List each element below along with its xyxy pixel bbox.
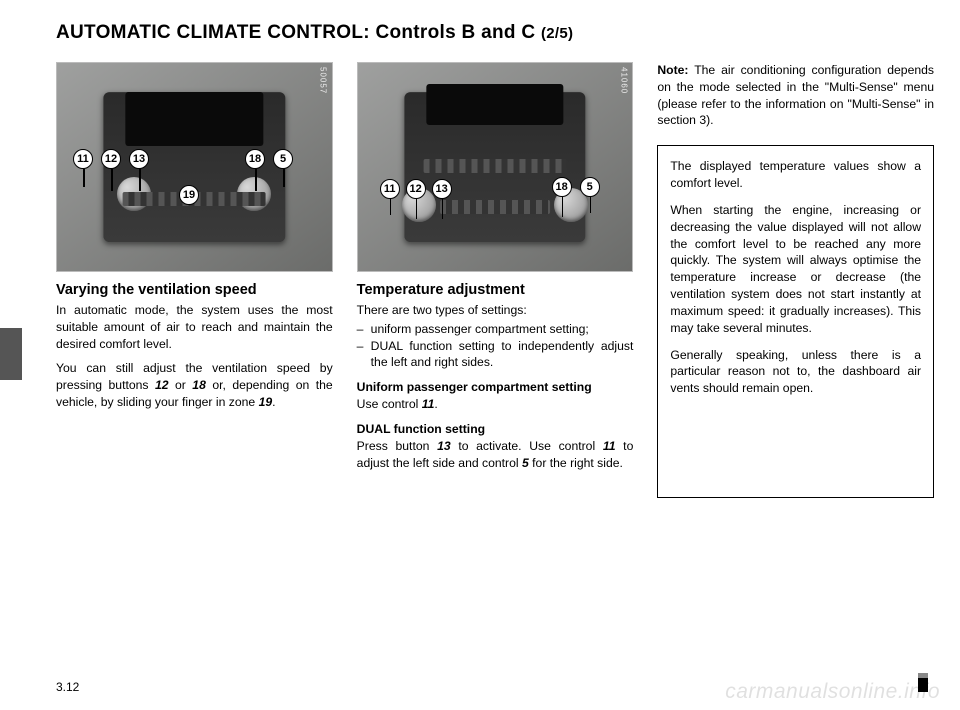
leader — [255, 169, 257, 191]
callout-12: 12 — [406, 179, 426, 199]
figure-right: 41060 11 12 13 18 5 — [357, 62, 634, 272]
infotainment-screen — [426, 84, 563, 126]
button-row — [440, 200, 550, 214]
leader — [562, 197, 564, 217]
note-label: Note: — [657, 63, 688, 77]
callout-13: 13 — [129, 149, 149, 169]
callout-13: 13 — [432, 179, 452, 199]
info-box: The displayed temperature values show a … — [657, 145, 934, 498]
leader — [83, 169, 85, 187]
title-main: AUTOMATIC CLIMATE CONTROL: Controls B an… — [56, 22, 541, 43]
list-item: uniform passenger compartment setting; — [357, 321, 634, 338]
paragraph: There are two types of settings: — [357, 302, 634, 319]
figure-left: 50057 11 12 13 18 5 19 — [56, 62, 333, 272]
title-sub: (2/5) — [541, 25, 573, 42]
paragraph: In automatic mode, the system uses the m… — [56, 302, 333, 352]
callout-11: 11 — [380, 179, 400, 199]
subheading-dual: DUAL function setting — [357, 421, 634, 438]
section-tab — [0, 328, 22, 380]
section-heading-temperature: Temperature adjustment — [357, 282, 634, 298]
leader — [590, 197, 592, 213]
paragraph: When starting the engine, increasing or … — [670, 202, 921, 337]
page-title: AUTOMATIC CLIMATE CONTROL: Controls B an… — [56, 22, 934, 44]
subheading-uniform: Uniform passenger compartment setting — [357, 379, 634, 396]
callout-5: 5 — [580, 177, 600, 197]
columns: 50057 11 12 13 18 5 19 Varying the venti… — [56, 62, 934, 498]
note-paragraph: Note: The air conditioning configuration… — [657, 62, 934, 129]
page-number: 3.12 — [56, 680, 79, 694]
leader — [283, 169, 285, 187]
paragraph: The displayed temperature values show a … — [670, 158, 921, 192]
callout-11: 11 — [73, 149, 93, 169]
watermark: carmanualsonline.info — [725, 680, 940, 704]
leader — [139, 169, 141, 191]
infotainment-screen — [126, 92, 263, 146]
paragraph: You can still adjust the ventilation spe… — [56, 360, 333, 410]
leader — [111, 169, 113, 191]
leader — [390, 199, 392, 215]
callout-18: 18 — [552, 177, 572, 197]
callout-5: 5 — [273, 149, 293, 169]
leader — [442, 199, 444, 219]
column-3: Note: The air conditioning configuration… — [657, 62, 934, 498]
callout-12: 12 — [101, 149, 121, 169]
list-item: DUAL function setting to independently a… — [357, 338, 634, 372]
settings-list: uniform passenger compartment setting; D… — [357, 321, 634, 371]
button-row — [424, 159, 567, 173]
paragraph: Press button 13 to activate. Use control… — [357, 438, 634, 472]
paragraph: Generally speaking, unless there is a pa… — [670, 347, 921, 397]
section-heading-ventilation: Varying the ventilation speed — [56, 282, 333, 298]
column-1: 50057 11 12 13 18 5 19 Varying the venti… — [56, 62, 333, 498]
paragraph: Use control 11. — [357, 396, 634, 413]
manual-page: AUTOMATIC CLIMATE CONTROL: Controls B an… — [0, 0, 960, 710]
callout-18: 18 — [245, 149, 265, 169]
callout-19: 19 — [179, 185, 199, 205]
column-2: 41060 11 12 13 18 5 Temperature adjustme… — [357, 62, 634, 498]
leader — [416, 199, 418, 219]
image-id: 50057 — [319, 67, 328, 94]
image-id: 41060 — [619, 67, 628, 94]
